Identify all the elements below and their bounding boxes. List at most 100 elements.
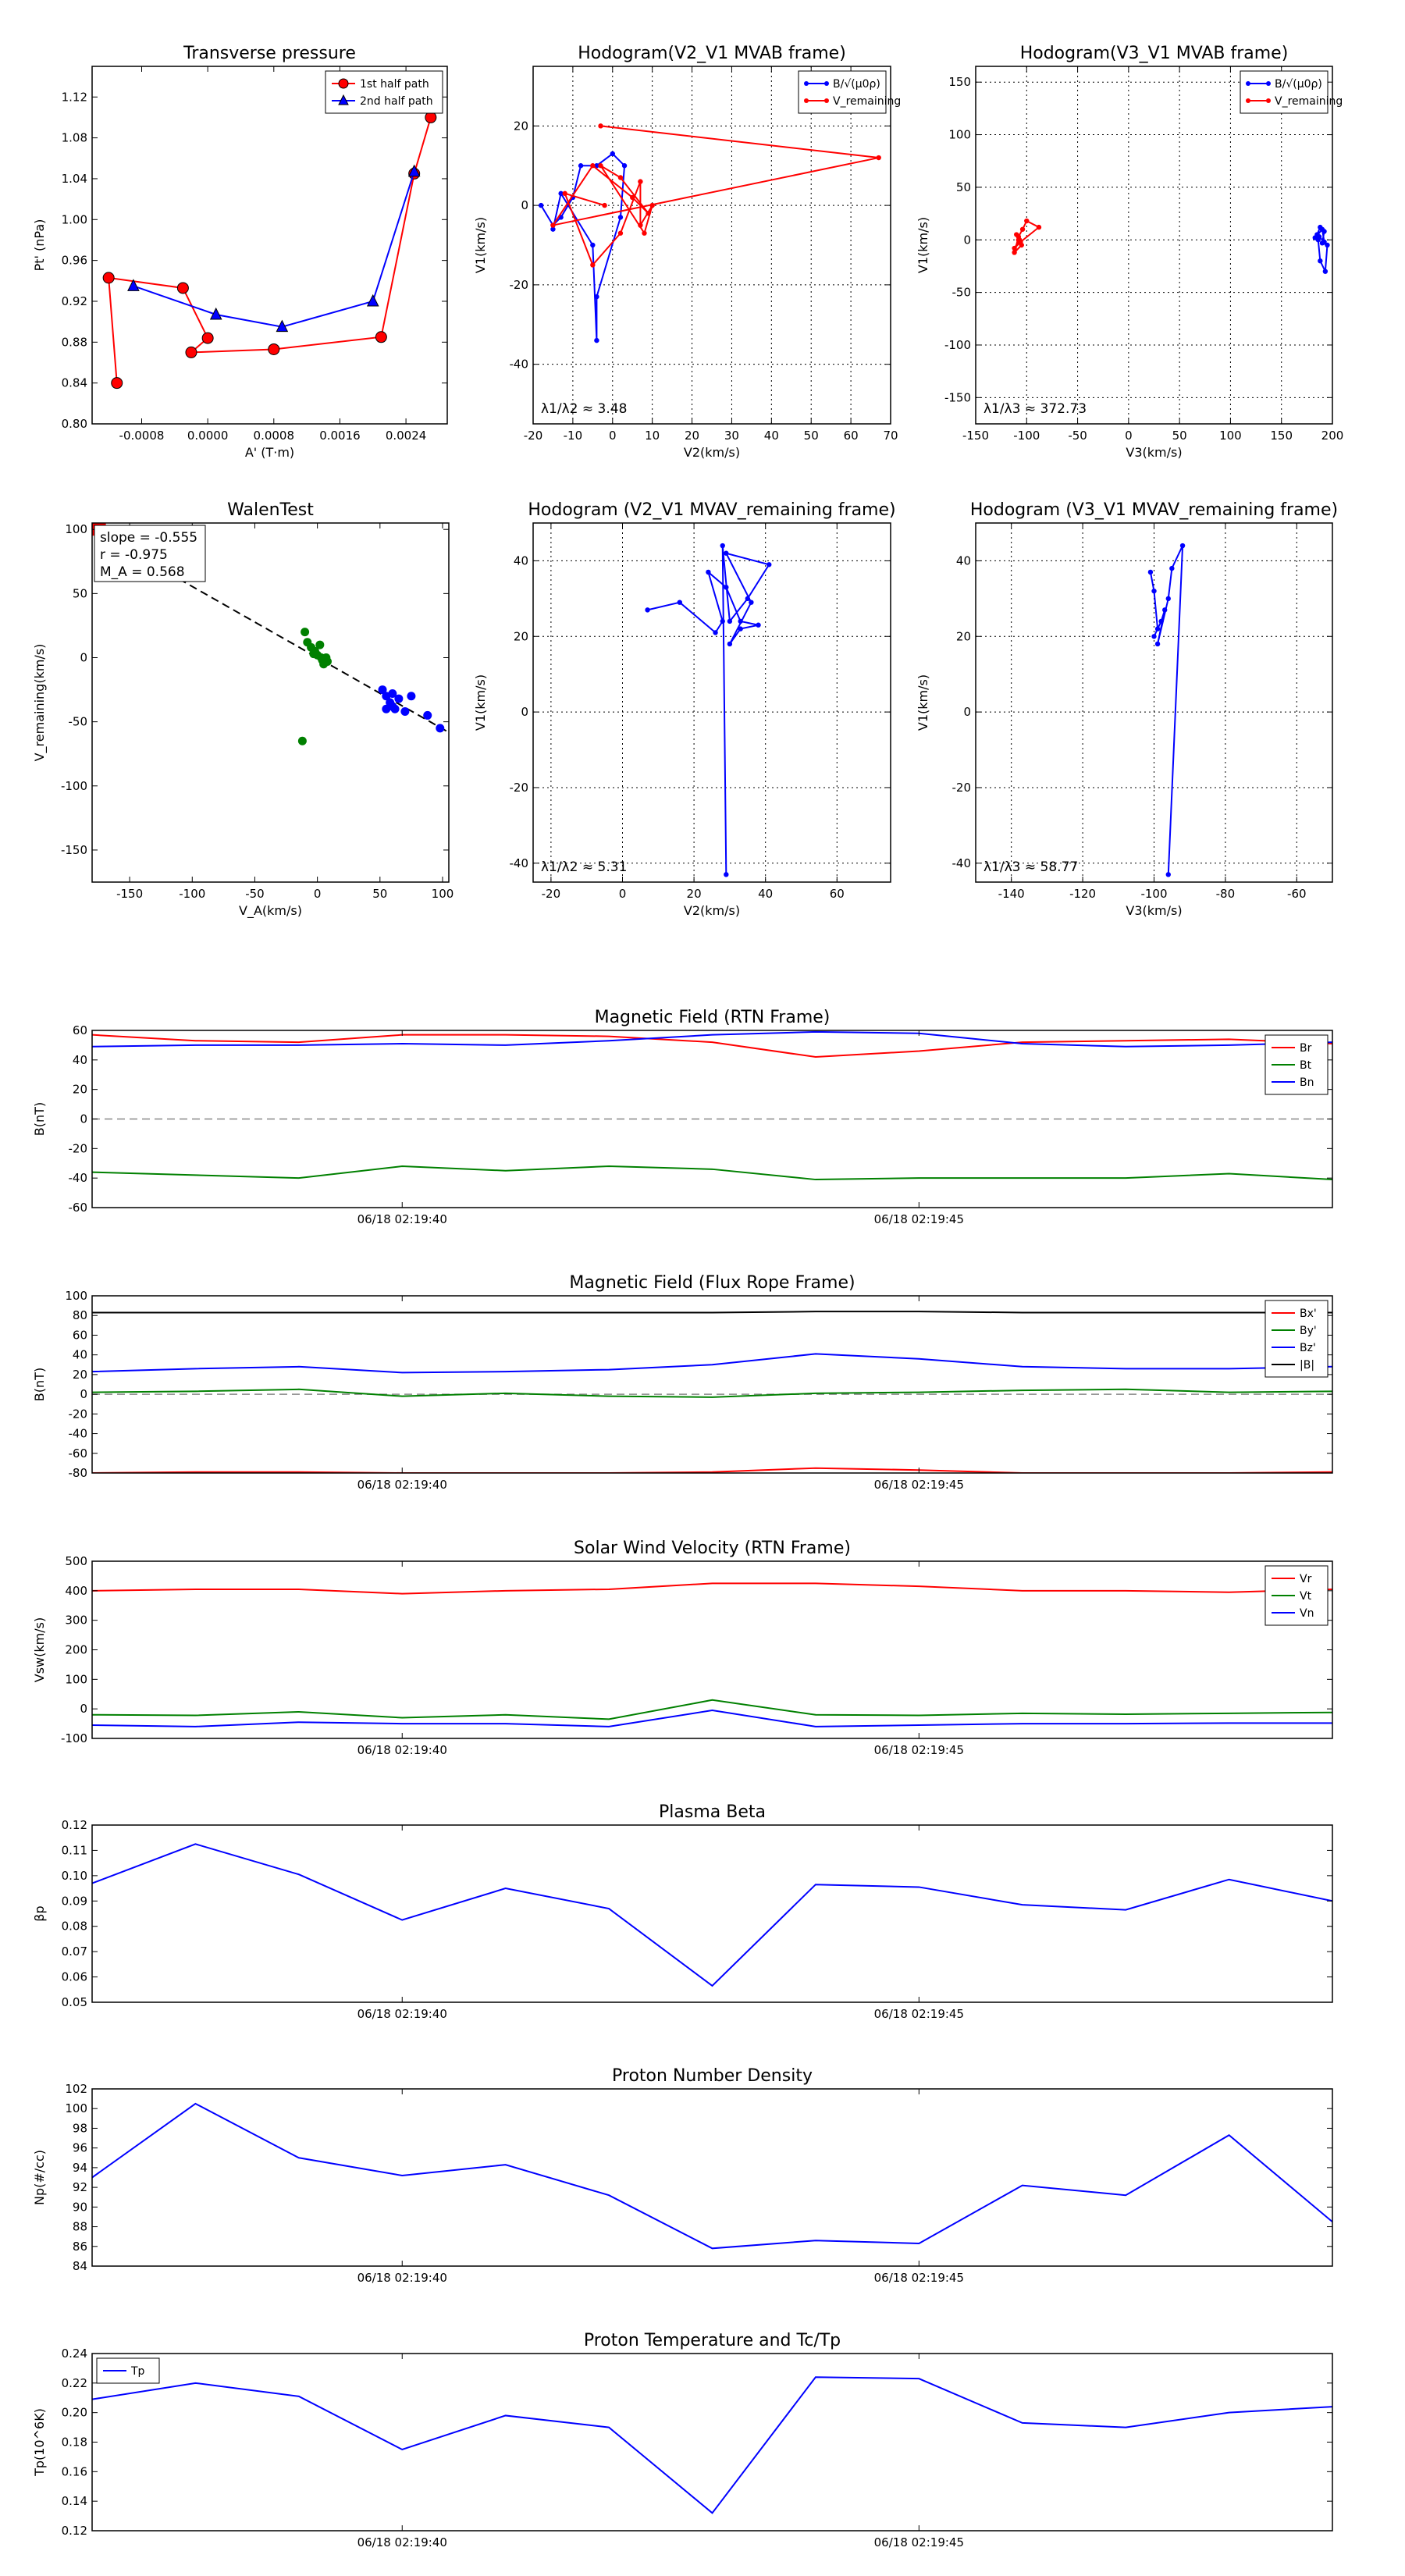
x-axis-label: V2(km/s) [684, 445, 740, 460]
data-point [1319, 226, 1325, 232]
chart-h1: -20 -10 0 10 20 30 40 50 60 70 -40 -20 0 20 Hodogram(V… [473, 44, 901, 460]
data-point [423, 710, 432, 720]
data-point [1024, 218, 1030, 224]
x-tick-label: -0.0008 [119, 429, 165, 443]
plot-area-pb [92, 1843, 1332, 1987]
legend-marker [1246, 98, 1250, 103]
data-point [756, 622, 761, 628]
y-tick-label: 0.05 [62, 1995, 87, 2009]
x-axis-label: A' (T·m) [245, 445, 294, 460]
y-axis-label: Np(#/cc) [32, 2150, 47, 2205]
data-point [425, 111, 437, 123]
data-point [745, 596, 750, 602]
x-tick-label: -100 [1013, 429, 1040, 443]
x-tick-label: 100 [1219, 429, 1242, 443]
data-point [538, 202, 544, 208]
chart-title: Hodogram (V3_V1 MVAV_remaining frame) [970, 500, 1338, 520]
legend-marker [824, 81, 829, 86]
y-tick-label: 0.08 [62, 1920, 87, 1934]
chart-title: WalenTest [227, 500, 314, 520]
y-tick-label: -20 [510, 781, 529, 795]
y-tick-label: -100 [61, 779, 87, 793]
y-tick-label: -50 [952, 286, 972, 300]
annotation-text: λ1/λ3 ≈ 58.77 [984, 859, 1078, 875]
y-tick-label: -150 [61, 843, 87, 857]
y-tick-label: 102 [65, 2082, 87, 2096]
y-tick-label: 0 [963, 233, 971, 247]
data-point [1325, 242, 1330, 248]
data-point [102, 272, 115, 284]
data-point [1019, 226, 1026, 232]
data-point [594, 294, 599, 300]
data-point [1179, 543, 1186, 549]
y-tick-label: 0.10 [62, 1869, 87, 1883]
y-tick-label: 40 [73, 1053, 87, 1067]
x-tick-label: -80 [1216, 887, 1236, 901]
data-point [617, 215, 624, 220]
data-point [366, 294, 379, 307]
series-line-B [647, 545, 770, 875]
y-tick-label: 0.12 [62, 1818, 87, 1832]
y-tick-label: 0.24 [62, 2347, 87, 2361]
y-axis-label: Tp(10^6K) [32, 2408, 47, 2477]
x-tick-label: 50 [372, 887, 387, 901]
y-axis-label: B(nT) [32, 1368, 47, 1401]
data-point [1316, 234, 1322, 240]
x-tick-label: -50 [245, 887, 265, 901]
y-axis-label: βp [32, 1905, 47, 1921]
legend-label: Bt [1300, 1059, 1312, 1072]
series-line-Bz' [92, 1353, 1332, 1374]
legend-label: B/√(μ0ρ) [1275, 78, 1322, 91]
data-point [1147, 569, 1154, 575]
data-point [578, 163, 584, 169]
x-tick-label: 40 [764, 429, 779, 443]
x-tick-label: 0 [1125, 429, 1133, 443]
data-point [677, 600, 682, 605]
data-point [558, 190, 564, 197]
x-tick-label: 0.0000 [187, 429, 229, 443]
y-tick-label: 0.84 [62, 376, 87, 390]
data-point [382, 704, 391, 713]
y-tick-label: -50 [69, 715, 88, 729]
chart-title: Plasma Beta [659, 1802, 766, 1822]
legend-label: Vn [1300, 1607, 1314, 1620]
y-tick-label: 500 [65, 1554, 87, 1568]
y-tick-label: -20 [952, 781, 972, 795]
y-tick-label: 20 [73, 1083, 87, 1097]
legend-label: Vt [1300, 1590, 1312, 1603]
x-axis-label: V3(km/s) [1126, 445, 1182, 460]
data-point [1151, 588, 1157, 594]
x-tick-label: -100 [179, 887, 205, 901]
data-point [727, 618, 733, 624]
data-point [268, 343, 280, 355]
y-tick-label: 40 [73, 1348, 87, 1362]
legend-marker [1246, 81, 1250, 86]
data-point [301, 628, 310, 637]
y-tick-label: 0.18 [62, 2435, 87, 2450]
plot-area-h3 [645, 543, 772, 877]
data-point [322, 653, 331, 662]
chart-h2: -150 -100 -50 0 50 100 150 200 -150 -100 -50 0 50 100… [916, 44, 1343, 460]
x-tick-label: 0.0016 [319, 429, 361, 443]
data-point [724, 585, 729, 590]
x-tick-label: -150 [116, 887, 143, 901]
series-line-Np [92, 2102, 1332, 2250]
legend-label: V_remaining [833, 95, 901, 108]
axes-frame [91, 1824, 1333, 2003]
data-point [388, 689, 397, 698]
legend-marker [338, 94, 349, 105]
data-point [127, 279, 140, 291]
x-tick-label: 150 [1270, 429, 1293, 443]
axes-frame [91, 66, 448, 425]
data-point [1036, 224, 1042, 230]
axes-frame [91, 2353, 1333, 2532]
chart-mf: 06/18 02:19:40 06/18 02:19:45 -60 -40 -20 0 20… [32, 1008, 1333, 1226]
legend-label: |B| [1300, 1359, 1314, 1372]
stats-text: M_A = 0.568 [100, 564, 185, 580]
y-tick-label: -40 [69, 1171, 88, 1185]
y-tick-label: 80 [73, 1308, 87, 1322]
y-tick-label: 0.09 [62, 1894, 87, 1908]
data-point [209, 307, 222, 320]
y-tick-label: 400 [65, 1584, 87, 1598]
x-axis-label: V3(km/s) [1126, 903, 1182, 918]
